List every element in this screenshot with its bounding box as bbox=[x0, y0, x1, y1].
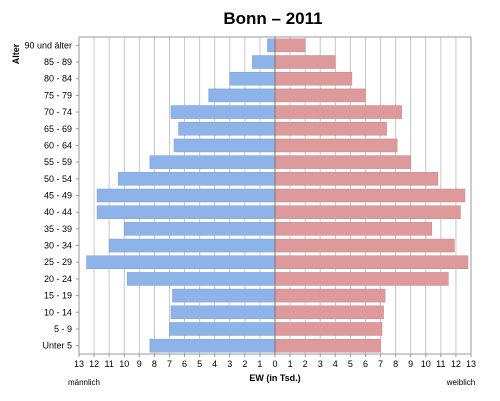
bar-male bbox=[169, 322, 276, 336]
x-tick-label: 13 bbox=[74, 359, 84, 369]
x-tick-label: 12 bbox=[451, 359, 461, 369]
x-tick-label: 5 bbox=[197, 359, 202, 369]
category-label: 30 - 34 bbox=[44, 241, 72, 251]
bar-male bbox=[96, 188, 276, 203]
labels: 90 und älter 85 - 89 80 - 84 75 - 79 70 - 74… bbox=[24, 40, 476, 369]
x-tick-label: 4 bbox=[212, 359, 217, 369]
bar-male bbox=[117, 172, 276, 186]
x-tick-label: 2 bbox=[242, 359, 247, 369]
axes bbox=[76, 36, 472, 357]
category-label: 15 - 19 bbox=[44, 291, 72, 301]
bar-male bbox=[96, 205, 276, 219]
category-label: 10 - 14 bbox=[44, 307, 72, 317]
bar-female bbox=[274, 305, 384, 320]
bar-male bbox=[149, 155, 276, 169]
x-tick-label: 11 bbox=[436, 359, 445, 369]
bar-female bbox=[274, 188, 466, 203]
bar-female bbox=[274, 172, 439, 186]
x-tick-label: 10 bbox=[421, 359, 431, 369]
bar-female bbox=[274, 288, 386, 303]
bar-female bbox=[274, 138, 398, 153]
bar-male bbox=[170, 305, 276, 320]
x-tick-label: 9 bbox=[408, 359, 413, 369]
category-label: 70 - 74 bbox=[44, 107, 72, 117]
category-label: 5 - 9 bbox=[54, 324, 72, 334]
x-tick-label: 10 bbox=[119, 359, 129, 369]
category-label: 65 - 69 bbox=[44, 124, 72, 134]
bar-male bbox=[86, 255, 276, 269]
x-tick-label: 0 bbox=[272, 359, 277, 369]
category-label: 35 - 39 bbox=[44, 224, 72, 234]
bar-female bbox=[274, 88, 366, 103]
bar-female bbox=[274, 222, 433, 236]
category-label: 85 - 89 bbox=[44, 57, 72, 67]
category-label: 45 - 49 bbox=[44, 191, 72, 201]
bar-male bbox=[126, 272, 276, 286]
category-label: 55 - 59 bbox=[44, 157, 72, 167]
bar-female bbox=[274, 338, 381, 353]
category-label: 20 - 24 bbox=[44, 274, 72, 284]
female-side-label: weiblich bbox=[446, 378, 475, 387]
bar-male bbox=[172, 288, 276, 303]
x-tick-label: 2 bbox=[303, 359, 308, 369]
x-tick-label: 3 bbox=[227, 359, 232, 369]
x-tick-label: 5 bbox=[348, 359, 353, 369]
bar-female bbox=[274, 322, 383, 336]
category-label: 90 und älter bbox=[24, 40, 72, 50]
bar-male bbox=[123, 222, 276, 236]
bar-female bbox=[274, 55, 336, 69]
bar-female bbox=[274, 38, 306, 53]
bar-male bbox=[208, 88, 276, 103]
bar-female bbox=[274, 71, 353, 86]
x-tick-label: 6 bbox=[363, 359, 368, 369]
bars bbox=[86, 38, 469, 353]
category-label: 80 - 84 bbox=[44, 74, 72, 84]
bar-female bbox=[274, 205, 461, 219]
bar-female bbox=[274, 122, 387, 136]
y-axis-label: Alter bbox=[11, 43, 21, 64]
category-label: 50 - 54 bbox=[44, 174, 72, 184]
x-tick-label: 12 bbox=[89, 359, 99, 369]
x-tick-label: 9 bbox=[137, 359, 142, 369]
category-label: 25 - 29 bbox=[44, 257, 72, 267]
bar-male bbox=[108, 238, 276, 253]
x-tick-label: 1 bbox=[257, 359, 262, 369]
x-axis-label: EW (in Tsd.) bbox=[249, 373, 300, 383]
bar-female bbox=[274, 105, 402, 119]
bar-female bbox=[274, 255, 469, 269]
bar-male bbox=[173, 138, 276, 153]
x-tick-label: 6 bbox=[182, 359, 187, 369]
bar-female bbox=[274, 155, 411, 169]
bar-male bbox=[252, 55, 276, 69]
x-tick-label: 13 bbox=[466, 359, 476, 369]
x-tick-label: 11 bbox=[104, 359, 113, 369]
category-label: Unter 5 bbox=[42, 341, 72, 351]
category-label: 40 - 44 bbox=[44, 207, 72, 217]
bar-male bbox=[267, 38, 276, 53]
chart-title: Bonn – 2011 bbox=[223, 9, 322, 28]
x-tick-label: 7 bbox=[378, 359, 383, 369]
category-label: 60 - 64 bbox=[44, 140, 72, 150]
bar-male bbox=[178, 122, 276, 136]
bar-male bbox=[170, 105, 276, 119]
x-tick-label: 8 bbox=[152, 359, 157, 369]
male-side-label: männlich bbox=[68, 378, 100, 387]
x-tick-label: 4 bbox=[333, 359, 338, 369]
x-tick-label: 1 bbox=[288, 359, 293, 369]
x-tick-label: 3 bbox=[318, 359, 323, 369]
bar-female bbox=[274, 272, 449, 286]
bar-male bbox=[229, 71, 276, 86]
x-tick-label: 8 bbox=[393, 359, 398, 369]
x-tick-label: 7 bbox=[167, 359, 172, 369]
category-label: 75 - 79 bbox=[44, 90, 72, 100]
bar-female bbox=[274, 238, 455, 253]
bar-male bbox=[149, 338, 276, 353]
